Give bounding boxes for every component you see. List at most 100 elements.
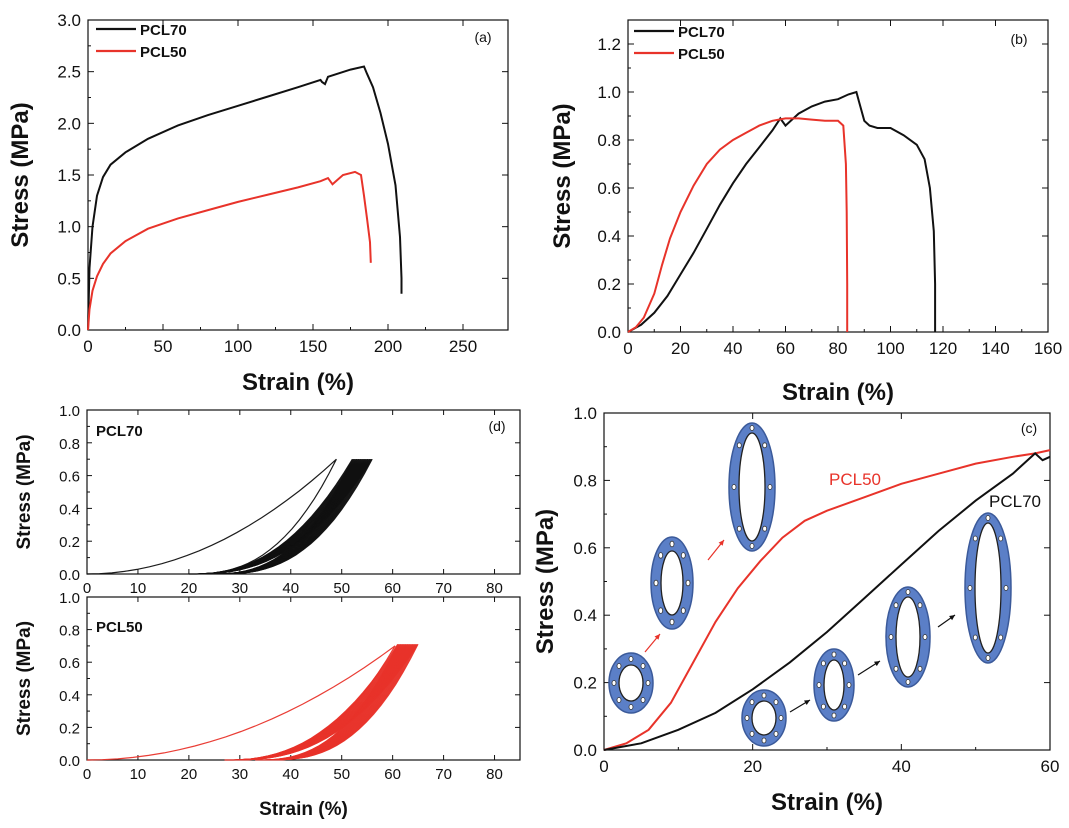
x-tick-label: 0: [623, 339, 632, 358]
specimen-pcl70-2: [813, 648, 855, 722]
y-tick-label: 0.8: [573, 471, 597, 490]
specimen-pore: [749, 731, 755, 737]
y-tick-label: 0.8: [59, 623, 80, 640]
specimen-pore: [773, 699, 779, 705]
specimen-pore: [972, 634, 978, 641]
specimen-pore: [846, 682, 852, 688]
specimen-pore: [893, 602, 899, 609]
specimen-pcl50-3: [728, 422, 776, 552]
y-tick-label: 0.0: [59, 567, 80, 584]
specimen-pore: [749, 543, 755, 549]
x-tick-label: 20: [743, 757, 762, 776]
specimen-pore: [749, 699, 755, 705]
x-axis-label: Strain (%): [771, 789, 883, 816]
x-tick-label: 10: [130, 580, 147, 597]
specimen-pcl70-3: [885, 586, 931, 688]
y-tick-label: 1.0: [59, 403, 80, 420]
y-axis-label: Stress (MPa): [14, 434, 35, 549]
specimen-pcl50-1: [608, 652, 654, 714]
plot-frame: [86, 596, 521, 761]
series-line-pcl50: [603, 449, 1051, 751]
panel-c-chart: 0 20 40 60 0.0 0.2 0.4 0.6 0.8 1.0 Strain (%) Stres…: [532, 404, 1059, 816]
specimen-pore: [821, 703, 826, 710]
y-tick-label: 0.2: [59, 534, 80, 551]
y-tick-label: 0.4: [59, 501, 80, 518]
x-tick-label: 20: [181, 580, 198, 597]
x-tick-label: 30: [231, 580, 248, 597]
y-tick-label: 1.0: [57, 218, 81, 237]
specimen-pore: [831, 712, 837, 719]
y-tick-label: 0.8: [597, 131, 621, 150]
cycle-loop: [231, 644, 412, 761]
y-axis-label: Stress (MPa): [14, 621, 35, 736]
x-tick-label: 250: [449, 337, 477, 356]
x-axis-label: Strain (%): [782, 379, 894, 406]
panel-label: (c): [1021, 420, 1037, 436]
x-tick-label: 0: [599, 757, 608, 776]
x-tick-label: 60: [1041, 757, 1060, 776]
specimen-pore: [761, 737, 767, 744]
specimen-pore: [611, 680, 617, 686]
specimen-pore: [640, 663, 646, 669]
specimen-pore: [917, 665, 923, 672]
specimen-hole: [974, 522, 1002, 654]
x-axis-label: Strain (%): [259, 799, 348, 820]
x-tick-label: 30: [231, 766, 248, 783]
specimen-pore: [767, 484, 773, 490]
y-tick-label: 0.4: [597, 227, 621, 246]
plot-frame: [627, 19, 1049, 333]
specimen-pore: [628, 656, 634, 662]
specimen-pore: [985, 655, 991, 661]
x-tick-label: 60: [384, 766, 401, 783]
y-tick-label: 0.6: [597, 179, 621, 198]
arrow-pcl50-2-head: [718, 540, 724, 546]
x-tick-label: 50: [154, 337, 173, 356]
specimen-pore: [658, 607, 664, 614]
y-tick-label: 1.0: [597, 83, 621, 102]
arrow-pcl70-3-head: [949, 615, 955, 621]
cycle-loop: [86, 458, 337, 575]
x-tick-label: 60: [384, 580, 401, 597]
panel-d-bottom-chart: 0 10 20 30 40 50 60 70 80 0.0 0.2 0.4 0.6 0.8 1.0 Strai…: [14, 590, 521, 820]
series-line-pcl50: [627, 117, 849, 333]
specimen-pore: [744, 715, 750, 721]
specimen-hole: [895, 596, 921, 678]
panel-label: (b): [1010, 31, 1027, 47]
x-tick-label: 40: [724, 339, 743, 358]
legend-label-pcl70: PCL70: [678, 24, 725, 41]
specimen-pore: [831, 651, 837, 658]
specimen-illustrations: [608, 422, 1012, 747]
specimen-pore: [680, 552, 686, 559]
x-tick-label: 150: [299, 337, 327, 356]
x-tick-label: 40: [892, 757, 911, 776]
x-tick-label: 70: [435, 766, 452, 783]
specimen-pore: [998, 634, 1004, 641]
y-tick-label: 0.5: [57, 269, 81, 288]
x-tick-label: 20: [671, 339, 690, 358]
x-tick-label: 100: [876, 339, 904, 358]
specimen-pore: [762, 525, 768, 532]
specimen-pore: [645, 680, 651, 686]
x-tick-label: 50: [333, 766, 350, 783]
y-tick-label: 2.5: [57, 63, 81, 82]
x-tick-label: 10: [130, 766, 147, 783]
specimen-pore: [762, 442, 768, 449]
panel-label: (d): [488, 418, 505, 434]
specimen-pore: [967, 585, 973, 591]
y-tick-label: 1.2: [597, 35, 621, 54]
y-tick-label: 0.0: [57, 321, 81, 340]
x-tick-label: 20: [181, 766, 198, 783]
x-tick-label: 40: [282, 766, 299, 783]
x-tick-label: 70: [435, 580, 452, 597]
specimen-pore: [736, 525, 742, 532]
legend-label-pcl70: PCL70: [140, 22, 187, 39]
arrow-pcl50-1-head: [654, 634, 660, 640]
x-tick-label: 80: [486, 766, 503, 783]
y-tick-label: 2.0: [57, 114, 81, 133]
y-tick-label: 0.0: [597, 323, 621, 342]
x-tick-label: 0: [83, 766, 91, 783]
specimen-pore: [821, 660, 826, 667]
panel-label: (a): [474, 29, 491, 45]
specimen-pore: [669, 618, 675, 626]
